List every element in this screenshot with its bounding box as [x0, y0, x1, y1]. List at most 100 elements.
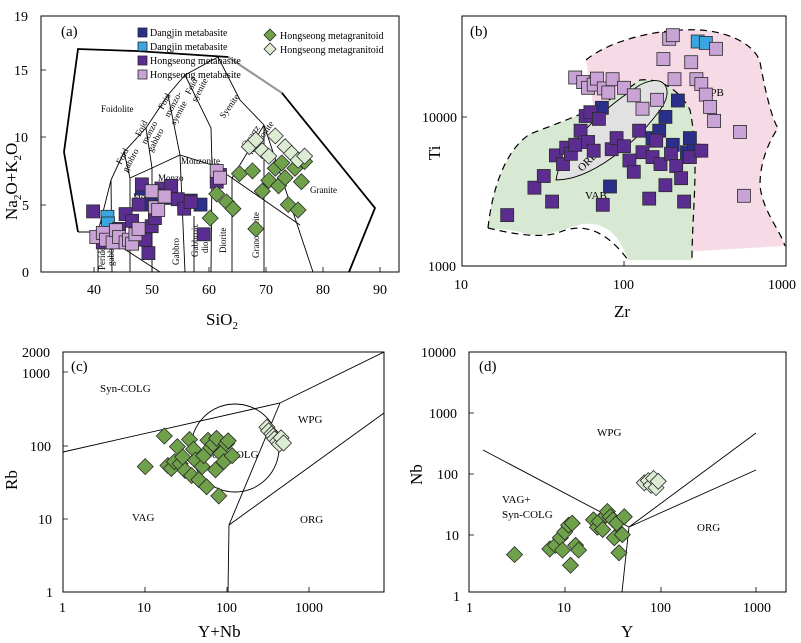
- field-monzo-diorite: Monzo: [158, 173, 184, 183]
- panel-d-point-granitoid-light-5: [649, 472, 667, 490]
- a-ytick-19: 19: [14, 10, 28, 25]
- panel-b-point-hongseong-dark-27: [658, 178, 673, 193]
- panel-a-point-hongseong-dark-10: [141, 246, 156, 261]
- wpb-boundary-dashed: [585, 29, 786, 247]
- c-ytick-1: 1: [46, 586, 53, 601]
- vab-boundary-dashed: [487, 79, 696, 261]
- panel-b-point-hongseong-dark-3: [545, 194, 559, 209]
- panel-b: (b) 10000 1000 10 100 1000 Zr Ti ORB VAB…: [422, 15, 796, 321]
- panel-c-point-granitoid-light-8: [274, 434, 293, 452]
- panel-b-point-hongseong-dark-1: [527, 180, 542, 195]
- panel-a-point-hongseong-dark-19: [196, 227, 211, 242]
- b-xtick-1000: 1000: [768, 278, 796, 293]
- panel-a-point-hongseong-light-11: [144, 184, 159, 199]
- panel-a-frame: [40, 15, 400, 273]
- panel-c-data-points: [136, 418, 293, 505]
- panel-a-point-granitoid-light-1: [247, 131, 265, 149]
- panel-b-point-hongseong-dark-0: [500, 208, 515, 223]
- legend-label-dangjin-light: Dangjin metabasite: [150, 42, 228, 53]
- field-pg-1: Peridot: [97, 244, 107, 270]
- legend-swatch-granitoid-light: [263, 42, 277, 56]
- a-xtick-40: 40: [87, 283, 101, 298]
- c-ylabel: Rb: [2, 470, 21, 490]
- a-ytick-15: 15: [14, 64, 28, 79]
- panel-a-point-hongseong-light-13: [151, 203, 166, 217]
- panel-b-point-hongseong-light-7: [605, 72, 620, 87]
- c-xtick-1000: 1000: [295, 601, 323, 616]
- field-pg-2: gabbro: [106, 241, 116, 266]
- panel-b-point-hongseong-light-12: [656, 52, 671, 66]
- c-xlabel: Y+Nb: [198, 622, 241, 641]
- c-ytick-100: 100: [30, 440, 51, 455]
- panel-c-point-granitoid-dark-1: [155, 427, 173, 445]
- panel-b-data-points: [500, 28, 751, 223]
- panel-d-point-granitoid-dark-23: [615, 508, 633, 526]
- field-monzonite: Monzonite: [181, 156, 220, 166]
- discrimination-lines-d: [482, 432, 757, 593]
- panel-c-ticks: [63, 371, 310, 592]
- panel-a-point-granitoid-dark-1: [208, 185, 226, 203]
- field-gabbroic-diorite: Gabbroic diorite: [190, 224, 210, 258]
- panel-a-ticks: [41, 69, 381, 272]
- panel-d-point-granitoid-dark-0: [506, 546, 524, 564]
- panel-b-point-hongseong-dark-25: [649, 133, 664, 148]
- d-ylabel: Nb: [407, 464, 426, 485]
- d-ytick-10: 10: [445, 529, 459, 544]
- panel-c-point-granitoid-dark-27: [223, 447, 241, 465]
- b-ytick-10000: 10000: [422, 111, 457, 126]
- panel-a-point-hongseong-light-16: [213, 170, 227, 185]
- panel-b-point-hongseong-dark-8: [568, 137, 583, 152]
- d-xtick-100: 100: [650, 601, 671, 616]
- legend-swatch-hongseong-dark: [137, 55, 148, 66]
- d-ytick-10000: 10000: [421, 346, 456, 361]
- panel-c-point-granitoid-dark-16: [198, 478, 216, 496]
- field-gabbro: Gabbro: [171, 238, 181, 265]
- legend-label-granitoid-light: Hongseong metagranitoid: [280, 45, 384, 56]
- panel-b-point-hongseong-dark-20: [626, 164, 641, 179]
- panel-a-point-granitoid-dark-7: [253, 182, 271, 200]
- panel-d-point-granitoid-dark-14: [594, 520, 612, 539]
- field-granite: Granite: [310, 185, 337, 195]
- panel-c-frame: [62, 351, 385, 593]
- panel-c-point-granitoid-dark-14: [193, 458, 211, 476]
- b-ylabel: Ti: [425, 145, 444, 160]
- panel-d-point-granitoid-dark-4: [553, 541, 572, 559]
- panel-b-point-hongseong-dark-2: [536, 169, 551, 183]
- panel-d-frame: [468, 351, 787, 593]
- field-foid-monzo-gabbro: Foid monzo gabbro: [133, 118, 166, 153]
- panel-b-point-hongseong-dark-15: [595, 197, 610, 212]
- d-xtick-10: 10: [557, 601, 571, 616]
- tas-outer-boundary: [63, 48, 377, 273]
- panel-b-point-hongseong-light-22: [709, 41, 723, 56]
- panel-a-point-granitoid-dark-12: [276, 169, 294, 187]
- panel-b-point-hongseong-dark-5: [556, 157, 570, 172]
- panel-b-point-hongseong-dark-26: [653, 157, 668, 172]
- panel-b-point-hongseong-light-24: [737, 188, 751, 203]
- panel-b-point-hongseong-light-9: [626, 88, 641, 103]
- panel-a-label: (a): [61, 24, 78, 40]
- panel-b-point-hongseong-dark-23: [642, 191, 657, 206]
- a-xtick-70: 70: [259, 283, 273, 298]
- panel-b-point-hongseong-light-10: [635, 101, 650, 116]
- panel-b-point-hongseong-light-6: [601, 85, 616, 100]
- a-ytick-10: 10: [14, 131, 28, 146]
- b-xlabel: Zr: [614, 302, 630, 321]
- panel-a-point-granitoid-dark-3: [224, 200, 242, 218]
- panel-b-point-dangjin-dark-4: [658, 110, 673, 124]
- panel-a: (a) 19 15 10 5 0 40 50 60 70 80 90 SiO2 …: [2, 10, 400, 332]
- field-org-d: ORG: [697, 522, 720, 534]
- panel-b-label: (b): [470, 24, 488, 40]
- legend-swatch-dangjin-light: [137, 41, 148, 52]
- field-syn-colg-c: Syn-COLG: [100, 383, 151, 395]
- panel-a-point-granitoid-dark-6: [247, 220, 265, 238]
- panel-a-point-hongseong-dark-7: [131, 197, 146, 212]
- d-xtick-1: 1: [466, 601, 473, 616]
- panel-b-point-hongseong-dark-9: [573, 123, 588, 138]
- panel-b-point-hongseong-dark-18: [617, 139, 631, 154]
- b-xtick-10: 10: [454, 278, 468, 293]
- panel-b-point-hongseong-dark-33: [694, 143, 709, 158]
- a-xtick-50: 50: [145, 283, 159, 298]
- legend-label-granitoid-dark: Hongseong metagranitoid: [280, 31, 384, 42]
- a-xlabel: SiO2: [206, 310, 238, 332]
